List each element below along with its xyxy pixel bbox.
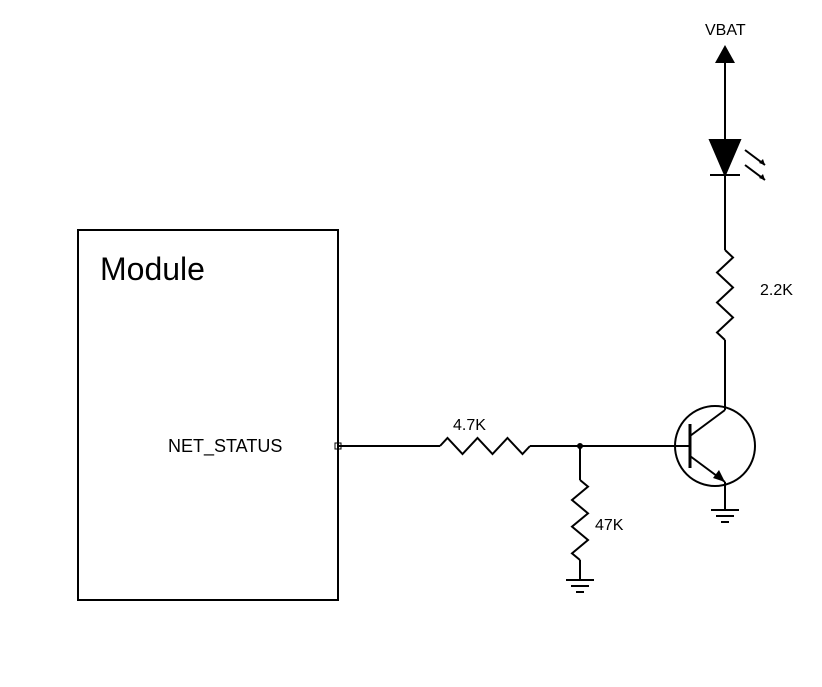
schematic-diagram: Module NET_STATUS 4.7K 47K 2.2K VBAT [0, 0, 822, 687]
vbat-arrow-icon [715, 45, 735, 63]
r-base-label: 4.7K [453, 417, 486, 434]
r-pulldown-label: 47K [595, 517, 624, 534]
emitter-arrow-icon [713, 470, 725, 482]
led-icon [710, 140, 740, 175]
module-title: Module [100, 251, 205, 287]
vbat-label: VBAT [705, 22, 746, 39]
pin-net-status-label: NET_STATUS [168, 436, 282, 457]
r-collector-label: 2.2K [760, 282, 793, 299]
